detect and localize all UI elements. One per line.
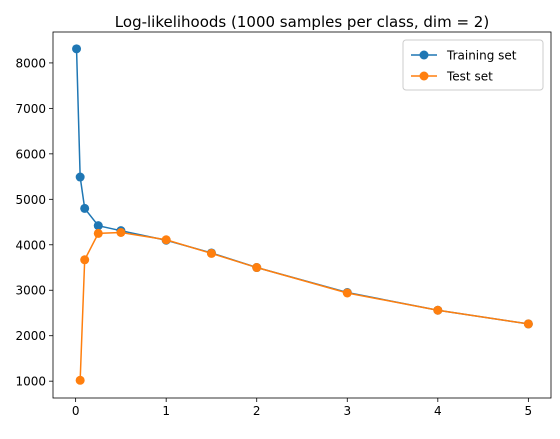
data-point (252, 263, 262, 273)
data-point (342, 288, 352, 298)
legend-box (402, 39, 544, 91)
data-point (75, 375, 85, 385)
data-point (116, 228, 126, 238)
y-tick-label: 7000 (15, 102, 46, 116)
legend-entry: Training set (411, 49, 517, 63)
data-point (433, 305, 443, 315)
y-tick-label: 5000 (15, 193, 46, 207)
legend-marker (419, 71, 429, 81)
chart-title: Log-likelihoods (1000 samples per class,… (115, 13, 489, 31)
data-point (93, 228, 103, 238)
plot-area-frame (52, 31, 552, 399)
data-point (93, 221, 103, 231)
x-axis: 0 1 2 3 4 5 (72, 398, 532, 418)
data-point (80, 255, 90, 265)
data-point (206, 248, 216, 258)
y-tick-label: 2000 (15, 329, 46, 343)
y-axis: 1000 2000 3000 4000 5000 6000 7000 8000 (15, 56, 53, 389)
y-tick-label: 8000 (15, 56, 46, 70)
data-point (75, 172, 85, 182)
legend-marker (419, 50, 429, 60)
x-tick-label: 4 (434, 404, 442, 418)
legend-label: Test set (446, 70, 493, 84)
x-tick-label: 1 (162, 404, 170, 418)
data-point (72, 44, 82, 54)
y-tick-label: 6000 (15, 147, 46, 161)
y-tick-label: 3000 (15, 284, 46, 298)
data-point (80, 203, 90, 213)
x-tick-label: 2 (253, 404, 261, 418)
legend-entry: Test set (411, 70, 493, 84)
series-line (79, 231, 529, 381)
y-tick-label: 1000 (15, 375, 46, 389)
x-tick-label: 0 (72, 404, 80, 418)
y-tick-label: 4000 (15, 238, 46, 252)
legend-label: Training set (446, 49, 517, 63)
x-tick-label: 3 (343, 404, 351, 418)
data-point (523, 319, 533, 329)
series-test-set (75, 228, 533, 385)
data-point (161, 235, 171, 245)
series-layer (72, 44, 533, 385)
legend: Training set Test set (402, 39, 544, 91)
x-tick-label: 5 (525, 404, 533, 418)
